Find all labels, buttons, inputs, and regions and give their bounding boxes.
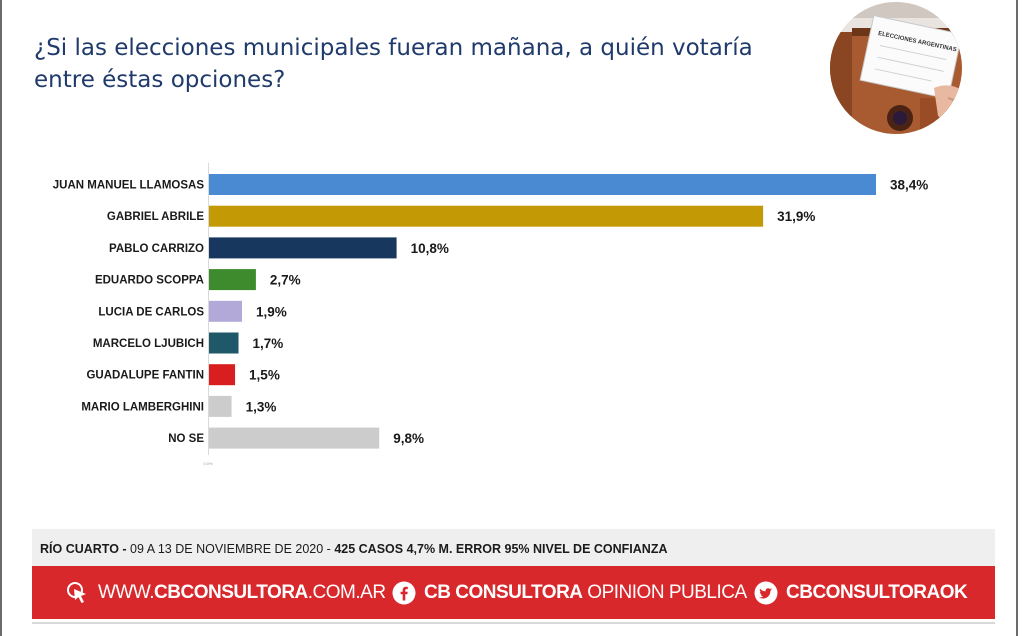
value-label: 38,4% <box>890 178 928 193</box>
value-label: 9,8% <box>393 431 424 446</box>
category-label: PABLO CARRIZO <box>109 243 204 255</box>
facebook-link[interactable]: CB CONSULTORA OPINION PUBLICA <box>392 566 747 619</box>
category-label: NO SE <box>168 433 204 445</box>
category-label: LUCIA DE CARLOS <box>98 306 204 318</box>
category-label: EDUARDO SCOPPA <box>95 275 204 287</box>
value-label: 1,9% <box>256 304 287 319</box>
x-tick-label: 0.0% <box>203 461 213 466</box>
bar-chart: 0.0% JUAN MANUEL LLAMOSAS 38,4% GABRIEL AB… <box>53 163 928 466</box>
twitter-text: CBCONSULTORAOK <box>786 581 968 603</box>
bar <box>209 427 380 449</box>
value-label: 1,3% <box>246 399 277 414</box>
bar <box>209 300 243 322</box>
survey-info-bar: RÍO CUARTO - 09 A 13 DE NOVIEMBRE DE 202… <box>32 529 995 566</box>
facebook-text: CB CONSULTORA OPINION PUBLICA <box>424 581 747 603</box>
value-label: 31,9% <box>777 209 815 224</box>
value-label: 1,5% <box>249 368 280 383</box>
survey-details: 425 CASOS 4,7% M. ERROR 95% NIVEL DE CON… <box>334 542 668 556</box>
bar <box>209 395 232 417</box>
survey-info-text: RÍO CUARTO - 09 A 13 DE NOVIEMBRE DE 202… <box>40 542 668 556</box>
survey-dates: 09 A 13 DE NOVIEMBRE DE 2020 - <box>126 542 335 556</box>
category-label: GUADALUPE FANTIN <box>86 370 204 382</box>
cursor-click-icon <box>66 581 90 605</box>
frame-border-right <box>1016 0 1018 636</box>
bar <box>209 237 397 259</box>
value-label: 10,8% <box>411 241 449 256</box>
twitter-link[interactable]: CBCONSULTORAOK <box>754 566 968 619</box>
bar <box>209 174 876 195</box>
website-link[interactable]: WWW.CBCONSULTORA.COM.AR <box>66 566 386 619</box>
category-label: MARIO LAMBERGHINI <box>81 401 204 413</box>
category-label: JUAN MANUEL LLAMOSAS <box>53 180 205 192</box>
category-label: MARCELO LJUBICH <box>93 338 204 350</box>
survey-location: RÍO CUARTO - <box>40 542 127 556</box>
category-label: GABRIEL ABRILE <box>107 211 204 223</box>
chart-title: ¿Si las elecciones municipales fueran ma… <box>34 35 753 93</box>
bar <box>209 332 239 354</box>
value-label: 1,7% <box>253 336 284 351</box>
bottom-divider <box>32 622 995 624</box>
frame-border-left <box>0 0 2 636</box>
bar <box>209 269 256 291</box>
website-text: WWW.CBCONSULTORA.COM.AR <box>98 581 386 603</box>
facebook-icon <box>392 581 416 605</box>
contact-bar: WWW.CBCONSULTORA.COM.AR CB CONSULTORA OP… <box>32 566 995 619</box>
value-label: 2,7% <box>270 273 301 288</box>
bar <box>209 205 764 227</box>
twitter-icon <box>754 581 778 605</box>
bar <box>209 364 236 386</box>
